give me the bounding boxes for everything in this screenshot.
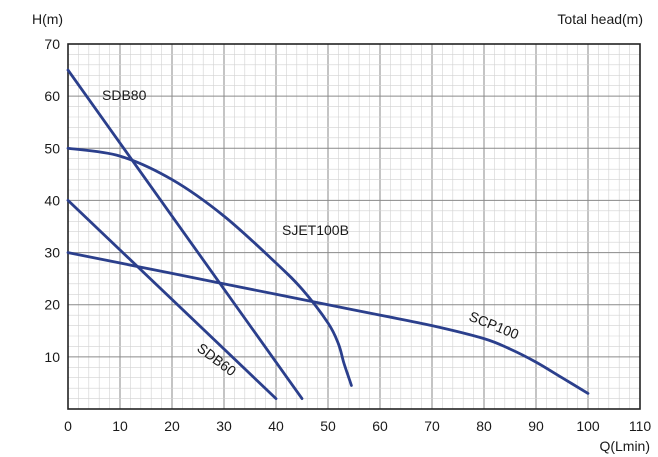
x-tick-label: 50 xyxy=(320,418,336,434)
x-tick-label: 0 xyxy=(64,418,72,434)
curve-label-sdb80: SDB80 xyxy=(102,87,147,103)
x-tick-label: 70 xyxy=(424,418,440,434)
y-tick-label: 30 xyxy=(44,245,60,261)
x-tick-label: 60 xyxy=(372,418,388,434)
curve-sdb80 xyxy=(66,68,304,400)
x-tick-label: 10 xyxy=(112,418,128,434)
tick-labels: 0 10 20 30 40 50 60 70 80 90 100 110 10 20 30 40 50 60 70 xyxy=(44,36,651,434)
x-tick-label: 90 xyxy=(528,418,544,434)
y-tick-label: 70 xyxy=(44,36,60,52)
plot-frame xyxy=(67,43,641,410)
x-tick-label: 110 xyxy=(629,418,652,434)
x-tick-label: 40 xyxy=(268,418,284,434)
x-tick-label: 20 xyxy=(164,418,180,434)
y-tick-label: 20 xyxy=(44,297,60,313)
plot-border xyxy=(67,43,641,410)
axis-titles: H(m) Total head(m) Q(Lmin) xyxy=(32,11,650,454)
curve-label-sdb60: SDB60 xyxy=(194,340,239,380)
y-tick-label: 40 xyxy=(44,192,60,208)
y-tick-label: 10 xyxy=(44,349,60,365)
x-tick-label: 80 xyxy=(476,418,492,434)
y-axis-title-right: Total head(m) xyxy=(557,11,643,27)
x-tick-label: 100 xyxy=(576,418,600,434)
y-axis-title: H(m) xyxy=(32,11,63,27)
y-tick-label: 60 xyxy=(44,88,60,104)
curve-label-sjet100b: SJET100B xyxy=(282,222,349,238)
curve-sjet100b xyxy=(66,146,353,387)
y-tick-label: 50 xyxy=(44,140,60,156)
x-axis-title: Q(Lmin) xyxy=(599,438,650,454)
curve-sdb60 xyxy=(66,199,278,400)
grid xyxy=(67,43,641,410)
curve-scp100 xyxy=(66,251,590,395)
x-tick-label: 30 xyxy=(216,418,232,434)
series-lines xyxy=(66,68,590,400)
